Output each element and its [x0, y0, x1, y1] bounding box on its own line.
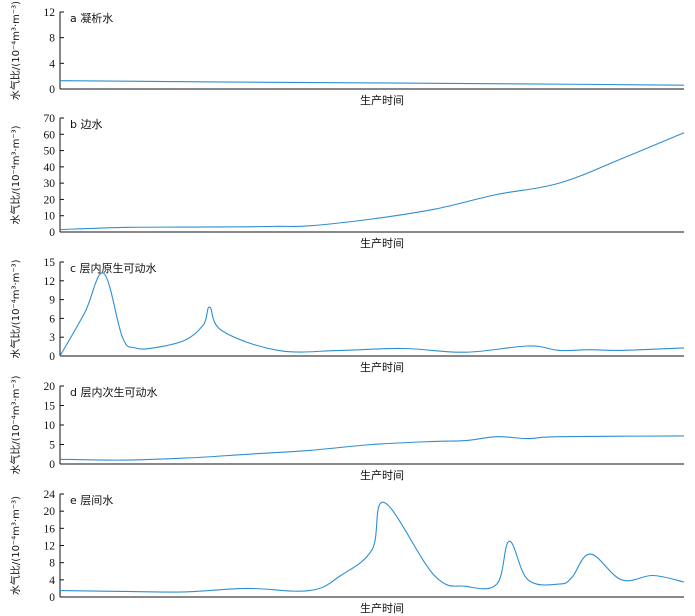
x-axis-label: 生产时间 [360, 601, 404, 615]
y-tick-label: 9 [49, 295, 55, 307]
y-tick-label: 4 [49, 575, 55, 587]
series-line-c [59, 272, 685, 357]
y-tick-label: 8 [49, 558, 55, 570]
chart-panel-d: 0 5 10 15 20 d 层内次生可动水 水气比/(10⁻⁴m³·m⁻³) 生产时间 [9, 375, 685, 482]
panel-title: e 层间水 [70, 494, 113, 507]
y-tick-label: 3 [49, 332, 55, 344]
x-axis-label: 生产时间 [360, 236, 404, 250]
y-tick-label: 40 [44, 162, 56, 174]
y-tick-label: 60 [44, 129, 56, 141]
series-line-a [59, 80, 685, 86]
series-line-d [59, 435, 685, 461]
y-tick-label: 5 [49, 440, 55, 452]
y-tick-label: 12 [44, 7, 56, 19]
panel-title: d 层内次生可动水 [70, 385, 157, 399]
y-tick-label: 10 [44, 211, 56, 223]
y-axis-label: 水气比/(10⁻⁴m³·m⁻³) [9, 259, 22, 358]
y-tick-label: 12 [44, 276, 56, 288]
panel-title: a 凝析水 [70, 11, 113, 25]
y-axis-label: 水气比/(10⁻⁴m³·m⁻³) [9, 375, 22, 474]
y-tick-label: 24 [44, 489, 56, 501]
y-tick-label: 30 [44, 178, 56, 190]
y-tick-label: 20 [44, 506, 56, 518]
y-axis-label: 水气比/(10⁻⁴m³·m⁻³) [9, 1, 22, 100]
y-tick-label: 6 [49, 313, 55, 325]
panel-title: b 边水 [70, 118, 102, 131]
chart-panel-a: 0 4 8 12 a 凝析水 水气比/(10⁻⁴m³·m⁻³) 生产时间 [9, 1, 685, 107]
chart-panel-c: 0 3 6 9 12 15 c 层内原生可动水 水气比/(10⁻⁴m³·m⁻³) 生产时间 [9, 257, 685, 374]
y-tick-label: 0 [49, 592, 55, 604]
series-line-b [59, 132, 685, 231]
y-tick-label: 0 [49, 227, 55, 239]
y-tick-label: 0 [49, 84, 55, 96]
y-tick-label: 8 [49, 33, 55, 45]
x-axis-label: 生产时间 [360, 468, 404, 482]
y-tick-label: 20 [44, 194, 56, 206]
y-axis-label: 水气比/(10⁻⁴m³·m⁻³) [9, 125, 22, 224]
chart-panel-e: 0 4 8 12 16 20 24 e 层间水 水气比/(10⁻⁴m³·m⁻³) 生产时间 [9, 489, 685, 615]
series-line-e [59, 501, 685, 593]
x-axis-label: 生产时间 [360, 93, 404, 107]
y-tick-label: 16 [44, 523, 56, 535]
y-tick-label: 15 [44, 257, 56, 269]
y-axis-label: 水气比/(10⁻⁴m³·m⁻³) [9, 496, 22, 595]
y-tick-label: 10 [44, 420, 56, 432]
y-tick-label: 20 [44, 381, 56, 393]
y-tick-label: 50 [44, 146, 56, 158]
y-tick-label: 12 [44, 541, 56, 553]
y-tick-label: 0 [49, 351, 55, 363]
panel-title: c 层内原生可动水 [70, 261, 157, 275]
x-axis-label: 生产时间 [360, 360, 404, 374]
y-tick-label: 15 [44, 401, 56, 413]
y-tick-label: 4 [49, 58, 55, 70]
y-tick-label: 70 [44, 113, 56, 125]
y-tick-label: 0 [49, 459, 55, 471]
